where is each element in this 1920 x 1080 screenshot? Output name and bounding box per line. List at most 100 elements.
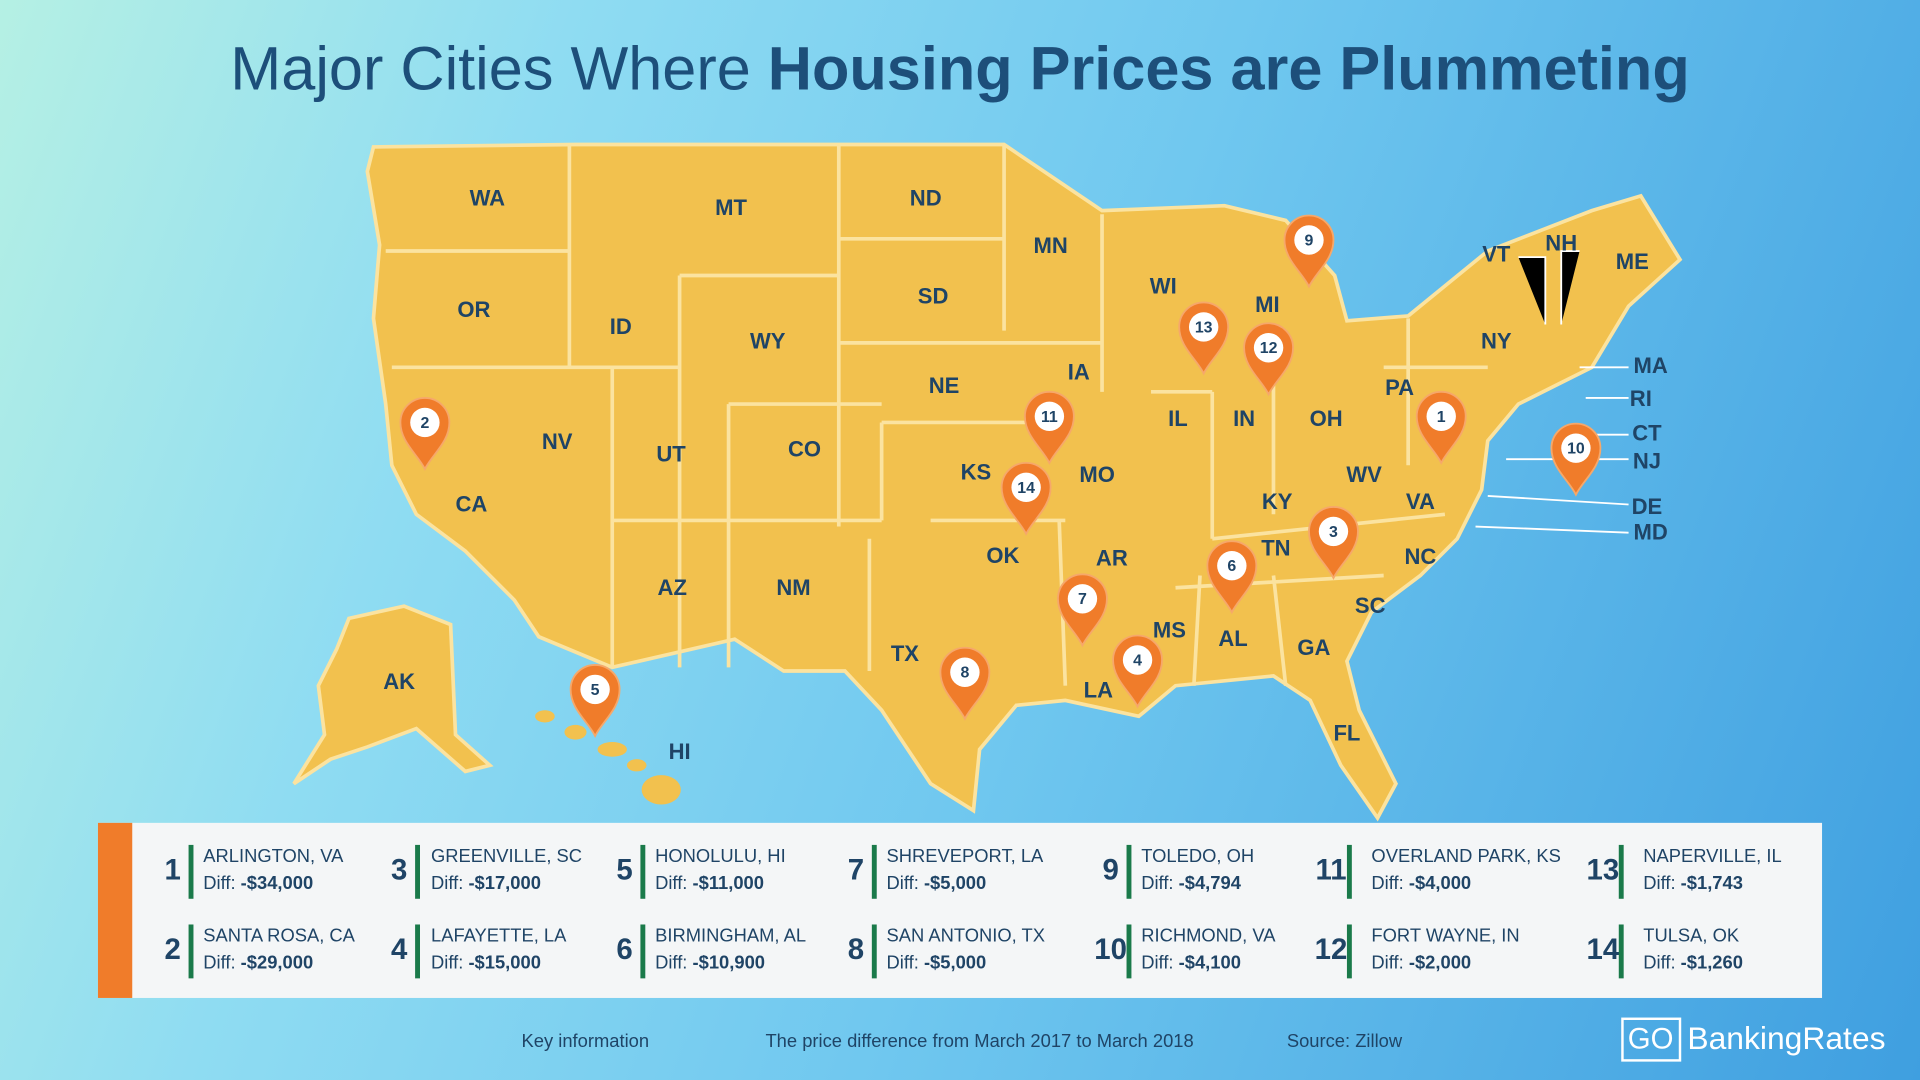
state-label: DE <box>1632 494 1663 519</box>
diff-prefix: Diff: <box>655 872 687 893</box>
diff-value: -$4,100 <box>1179 952 1241 973</box>
pin-center <box>1294 225 1324 255</box>
pin-center <box>1188 312 1219 342</box>
legend-diff: Diff: -$2,000 <box>1371 952 1471 973</box>
legend-diff: Diff: -$1,260 <box>1643 952 1743 973</box>
hawaii <box>535 710 681 805</box>
legend-entry: 6 BIRMINGHAM, AL Diff: -$10,900 <box>616 924 806 979</box>
diff-value: -$4,000 <box>1409 872 1471 893</box>
legend-entry: 4 LAFAYETTE, LA Diff: -$15,000 <box>391 924 567 979</box>
logo-name: BankingRates <box>1687 1020 1885 1056</box>
legend-entry: 13 NAPERVILLE, IL Diff: -$1,743 <box>1587 844 1782 899</box>
map-pin: 1 <box>1415 391 1467 465</box>
legend-rank: 7 <box>848 854 864 887</box>
diff-prefix: Diff: <box>203 952 235 973</box>
diff-value: -$2,000 <box>1409 952 1471 973</box>
diff-value: -$15,000 <box>468 952 540 973</box>
pin-number: 11 <box>1041 409 1058 426</box>
legend-rank: 3 <box>391 854 407 887</box>
legend-city: NAPERVILLE, IL <box>1643 845 1781 866</box>
state-label: NJ <box>1633 449 1661 474</box>
legend-entry: 3 GREENVILLE, SC Diff: -$17,000 <box>391 844 582 899</box>
state-label: UT <box>656 441 686 466</box>
diff-value: -$10,900 <box>693 952 765 973</box>
legend-rank: 10 <box>1094 933 1127 966</box>
legend-city: BIRMINGHAM, AL <box>655 925 806 946</box>
state-label: AR <box>1096 545 1128 570</box>
diff-value: -$1,743 <box>1681 872 1743 893</box>
legend-rank: 8 <box>848 933 864 966</box>
legend-entry: 5 HONOLULU, HI Diff: -$11,000 <box>616 844 786 899</box>
diff-prefix: Diff: <box>1371 872 1403 893</box>
state-label: MD <box>1633 520 1667 545</box>
pin-center <box>1318 516 1349 547</box>
legend-diff: Diff: -$4,100 <box>1141 952 1241 973</box>
pin-center <box>1561 433 1591 463</box>
state-label: NY <box>1481 329 1512 354</box>
pin-number: 4 <box>1133 652 1142 669</box>
pin-number: 13 <box>1195 319 1213 336</box>
footer-source: Source: Zillow <box>1287 1030 1403 1051</box>
diff-prefix: Diff: <box>431 872 463 893</box>
state-label: LA <box>1084 678 1113 703</box>
legend-city: SANTA ROSA, CA <box>203 925 355 946</box>
legend-rank: 12 <box>1315 933 1348 966</box>
map-pin: 5 <box>569 664 621 738</box>
state-label: WI <box>1150 274 1177 299</box>
legend-diff: Diff: -$1,743 <box>1643 872 1743 893</box>
pin-number: 7 <box>1078 591 1087 608</box>
legend-divider <box>1126 844 1132 899</box>
legend-rank: 5 <box>616 854 632 887</box>
legend-diff: Diff: -$15,000 <box>431 952 541 973</box>
pin-center <box>1217 551 1247 581</box>
diff-prefix: Diff: <box>1643 952 1675 973</box>
map-pin: 2 <box>399 397 451 472</box>
legend-divider <box>871 924 877 979</box>
state-label: OK <box>986 543 1019 568</box>
legend-divider <box>415 924 420 979</box>
state-label: MT <box>715 195 747 220</box>
diff-prefix: Diff: <box>655 952 687 973</box>
legend-city: TULSA, OK <box>1643 925 1740 946</box>
legend-rank: 4 <box>391 933 408 966</box>
state-label: ME <box>1616 249 1649 274</box>
state-label: GA <box>1297 635 1330 660</box>
state-label: WY <box>750 329 786 354</box>
legend-city: GREENVILLE, SC <box>431 845 582 866</box>
state-label: WV <box>1346 462 1382 487</box>
state-label: CA <box>456 492 488 517</box>
legend-accent <box>97 822 133 998</box>
legend-rank: 6 <box>616 933 632 966</box>
diff-value: -$11,000 <box>693 872 764 893</box>
diff-prefix: Diff: <box>1141 872 1173 893</box>
pin-center <box>580 674 610 705</box>
legend-entry: 1 ARLINGTON, VA Diff: -$34,000 <box>164 844 344 899</box>
legend-divider <box>188 924 194 979</box>
legend-rank: 14 <box>1587 933 1620 966</box>
state-label: VT <box>1482 242 1511 267</box>
map-pin: 8 <box>939 646 991 721</box>
legend-city: RICHMOND, VA <box>1141 925 1276 946</box>
pin-number: 8 <box>960 665 969 682</box>
state-label: IN <box>1233 406 1255 431</box>
diff-prefix: Diff: <box>887 872 919 893</box>
state-label: IL <box>1168 406 1188 431</box>
legend-city: ARLINGTON, VA <box>203 845 344 866</box>
diff-value: -$17,000 <box>468 872 540 893</box>
diff-prefix: Diff: <box>1643 872 1675 893</box>
pin-center <box>1253 333 1284 363</box>
legend-rank: 13 <box>1587 854 1620 887</box>
diff-prefix: Diff: <box>1141 952 1173 973</box>
state-label: NV <box>542 429 573 454</box>
pin-number: 9 <box>1305 232 1314 249</box>
legend-city: OVERLAND PARK, KS <box>1371 845 1560 866</box>
state-label: MN <box>1033 233 1067 258</box>
legend-divider <box>871 844 877 899</box>
map-pin: 10 <box>1550 422 1602 497</box>
pin-center <box>1034 401 1065 432</box>
legend-entry: 8 SAN ANTONIO, TX Diff: -$5,000 <box>848 924 1045 979</box>
pin-center <box>950 657 980 687</box>
legend-rank: 11 <box>1315 854 1346 887</box>
diff-prefix: Diff: <box>1371 952 1403 973</box>
legend-entry: 12 FORT WAYNE, IN Diff: -$2,000 <box>1315 924 1520 979</box>
